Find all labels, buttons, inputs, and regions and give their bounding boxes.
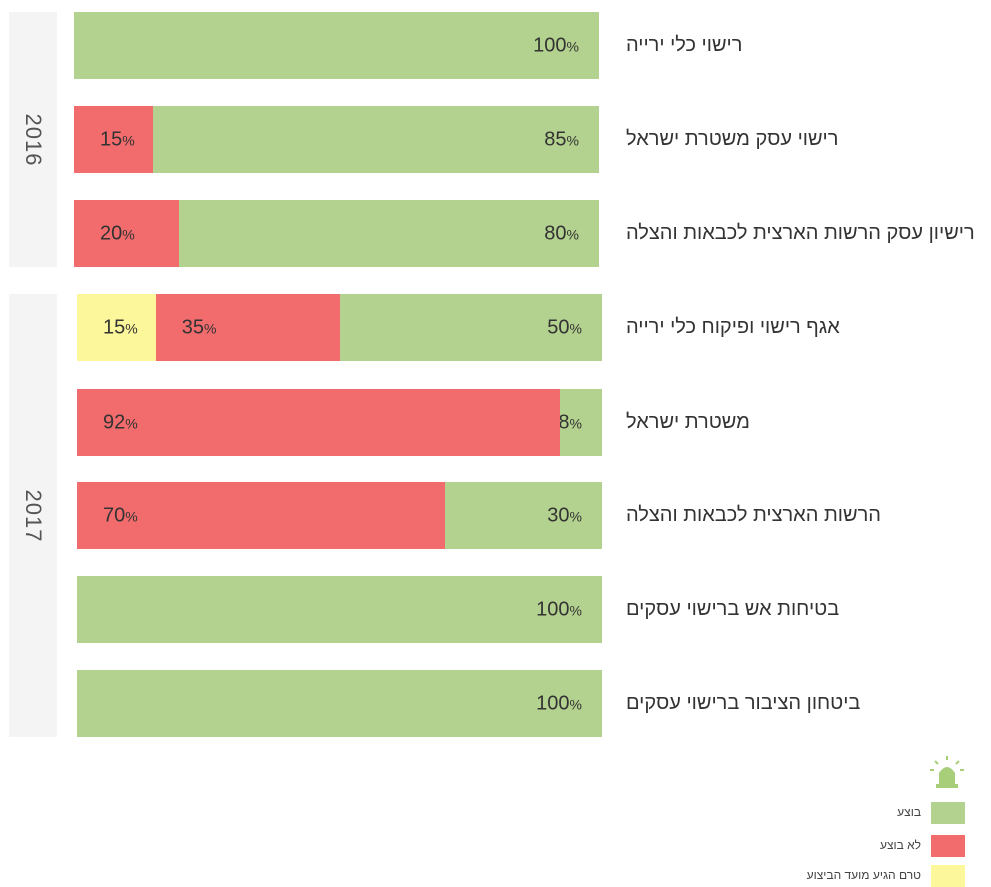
data-label-unit: % bbox=[125, 415, 138, 431]
bar-segment bbox=[444, 482, 602, 549]
legend-swatch bbox=[931, 865, 965, 887]
data-label-value: 80 bbox=[544, 222, 567, 244]
data-label: 15% bbox=[100, 128, 135, 151]
category-label: אגף רישוי ופיקוח כלי ירייה bbox=[626, 315, 840, 338]
category-label: בטיחות אש ברישוי עסקים bbox=[626, 597, 840, 620]
bar-segment bbox=[74, 200, 179, 267]
bar-row: 50% 35% 15% bbox=[77, 294, 602, 361]
bar-row: 100% bbox=[74, 12, 599, 79]
bar-segment bbox=[74, 12, 599, 79]
data-label: 100% bbox=[536, 598, 582, 621]
bar-segment bbox=[560, 389, 602, 456]
bar-row: 80% 20% bbox=[74, 200, 599, 267]
data-label: 85% bbox=[544, 128, 579, 151]
data-label: 35% bbox=[182, 316, 217, 339]
bar-segment bbox=[77, 482, 445, 549]
data-label-unit: % bbox=[204, 320, 217, 336]
data-label-unit: % bbox=[566, 226, 579, 242]
data-label-value: 20 bbox=[100, 222, 123, 244]
bar-segment bbox=[77, 670, 602, 737]
data-label-value: 35 bbox=[181, 316, 204, 338]
data-label-value: 50 bbox=[547, 316, 570, 338]
data-label-value: 100 bbox=[536, 692, 570, 714]
year-group-band: 2016 bbox=[9, 12, 57, 267]
category-label: הרשות הארצית לכבאות והצלה bbox=[626, 503, 881, 526]
data-label-value: 100 bbox=[533, 34, 567, 56]
bar-segment bbox=[179, 200, 599, 267]
data-label-value: 100 bbox=[536, 598, 570, 620]
data-label-unit: % bbox=[566, 38, 579, 54]
legend: בוצע לא בוצע טרם הגיע מועד הביצוע bbox=[725, 755, 965, 887]
legend-swatch bbox=[931, 802, 965, 824]
alarm-light-icon bbox=[930, 756, 964, 788]
data-label-value: 8 bbox=[558, 411, 570, 433]
data-label: 20% bbox=[100, 222, 135, 245]
data-label-unit: % bbox=[122, 226, 135, 242]
data-label-unit: % bbox=[566, 132, 579, 148]
data-label-unit: % bbox=[569, 602, 582, 618]
bar-segment bbox=[152, 106, 599, 173]
category-label: ביטחון הציבור ברישוי עסקים bbox=[626, 691, 861, 714]
bar-segment bbox=[77, 294, 156, 361]
data-label: 80% bbox=[544, 222, 579, 245]
data-label-unit: % bbox=[569, 696, 582, 712]
category-label: רישוי עסק משטרת ישראל bbox=[626, 127, 839, 150]
data-label: 50% bbox=[547, 316, 582, 339]
data-label-unit: % bbox=[125, 320, 138, 336]
year-group-label: 2017 bbox=[21, 489, 46, 542]
data-label-unit: % bbox=[122, 132, 135, 148]
category-label: משטרת ישראל bbox=[626, 410, 750, 433]
bar-row: 30% 70% bbox=[77, 482, 602, 549]
data-label-unit: % bbox=[569, 415, 582, 431]
year-group-label: 2016 bbox=[21, 113, 46, 166]
data-label-value: 70 bbox=[103, 504, 126, 526]
bar-segment bbox=[77, 576, 602, 643]
bar-segment bbox=[74, 106, 153, 173]
bar-row: 100% bbox=[77, 670, 602, 737]
year-group-band: 2017 bbox=[9, 294, 57, 737]
data-label-value: 92 bbox=[103, 411, 126, 433]
bar-segment bbox=[155, 294, 340, 361]
bar-segment bbox=[339, 294, 602, 361]
legend-label: לא בוצע bbox=[879, 838, 921, 852]
data-label: 30% bbox=[547, 504, 582, 527]
bar-row: 8% 92% bbox=[77, 389, 602, 456]
data-label: 15% bbox=[103, 316, 138, 339]
data-label-value: 15 bbox=[100, 128, 123, 150]
data-label: 100% bbox=[536, 692, 582, 715]
data-label-value: 15 bbox=[103, 316, 126, 338]
bar-segment bbox=[77, 389, 560, 456]
data-label: 8% bbox=[558, 411, 582, 434]
data-label-value: 85 bbox=[544, 128, 567, 150]
category-label: רישיון עסק הרשות הארצית לכבאות והצלה bbox=[626, 221, 975, 244]
data-label-unit: % bbox=[125, 508, 138, 524]
data-label: 100% bbox=[533, 34, 579, 57]
category-label: רישוי כלי ירייה bbox=[626, 33, 743, 56]
data-label: 70% bbox=[103, 504, 138, 527]
data-label-value: 30 bbox=[547, 504, 570, 526]
bar-row: 100% bbox=[77, 576, 602, 643]
legend-label: טרם הגיע מועד הביצוע bbox=[806, 868, 921, 882]
data-label-unit: % bbox=[569, 320, 582, 336]
legend-label: בוצע bbox=[897, 805, 921, 819]
legend-swatch bbox=[931, 835, 965, 857]
bar-row: 85% 15% bbox=[74, 106, 599, 173]
data-label-unit: % bbox=[569, 508, 582, 524]
data-label: 92% bbox=[103, 411, 138, 434]
